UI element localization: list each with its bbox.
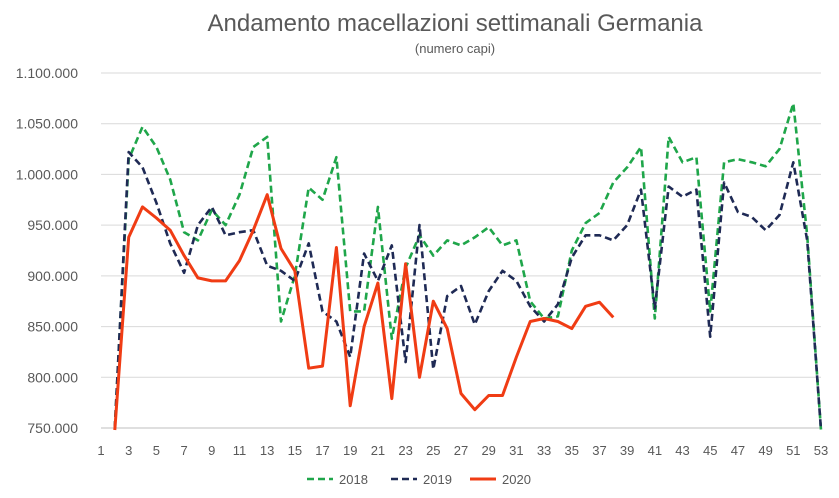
chart-title: Andamento macellazioni settimanali Germa… bbox=[208, 10, 704, 37]
chart-subtitle: (numero capi) bbox=[415, 41, 495, 56]
y-tick-label: 800.000 bbox=[27, 369, 78, 385]
y-tick-label: 850.000 bbox=[27, 319, 78, 335]
x-tick-label: 29 bbox=[481, 443, 495, 458]
x-tick-label: 1 bbox=[97, 443, 104, 458]
x-tick-label: 3 bbox=[125, 443, 132, 458]
x-tick-label: 27 bbox=[454, 443, 468, 458]
x-tick-label: 49 bbox=[758, 443, 772, 458]
x-tick-label: 21 bbox=[371, 443, 385, 458]
y-tick-label: 950.000 bbox=[27, 217, 78, 233]
x-tick-label: 9 bbox=[208, 443, 215, 458]
x-tick-label: 35 bbox=[565, 443, 579, 458]
x-tick-label: 37 bbox=[592, 443, 606, 458]
legend-label-2018: 2018 bbox=[339, 472, 368, 487]
x-tick-label: 43 bbox=[675, 443, 689, 458]
x-tick-label: 19 bbox=[343, 443, 357, 458]
legend-label-2020: 2020 bbox=[502, 472, 531, 487]
x-tick-label: 13 bbox=[260, 443, 274, 458]
legend-label-2019: 2019 bbox=[423, 472, 452, 487]
x-tick-label: 17 bbox=[315, 443, 329, 458]
x-tick-label: 47 bbox=[731, 443, 745, 458]
x-tick-label: 5 bbox=[153, 443, 160, 458]
y-tick-label: 900.000 bbox=[27, 268, 78, 284]
series-lines bbox=[113, 102, 823, 431]
x-tick-label: 7 bbox=[180, 443, 187, 458]
y-axis-ticks: 750.000 800.000 850.000 900.000 950.000 1.000… bbox=[16, 65, 79, 436]
series-line-2020 bbox=[113, 193, 615, 431]
x-tick-label: 31 bbox=[509, 443, 523, 458]
x-tick-label: 23 bbox=[398, 443, 412, 458]
x-tick-label: 53 bbox=[814, 443, 828, 458]
x-tick-label: 45 bbox=[703, 443, 717, 458]
y-tick-label: 750.000 bbox=[27, 420, 78, 436]
y-tick-label: 1.050.000 bbox=[16, 116, 78, 132]
x-tick-label: 39 bbox=[620, 443, 634, 458]
x-tick-label: 33 bbox=[537, 443, 551, 458]
x-tick-label: 11 bbox=[233, 443, 247, 458]
legend: 2018 2019 2020 bbox=[307, 472, 531, 487]
x-tick-label: 51 bbox=[786, 443, 800, 458]
y-tick-label: 1.000.000 bbox=[16, 166, 78, 182]
x-tick-label: 41 bbox=[648, 443, 662, 458]
y-tick-label: 1.100.000 bbox=[16, 65, 78, 81]
series-line-2019 bbox=[113, 150, 823, 431]
gridlines bbox=[101, 72, 821, 429]
x-axis-ticks: 1 3 5 7 9 11 13 15 17 19 21 23 25 27 29 31 33 35 37 39 41 43 4… bbox=[97, 443, 828, 458]
series-line-2018 bbox=[113, 102, 823, 431]
x-tick-label: 25 bbox=[426, 443, 440, 458]
x-tick-label: 15 bbox=[288, 443, 302, 458]
